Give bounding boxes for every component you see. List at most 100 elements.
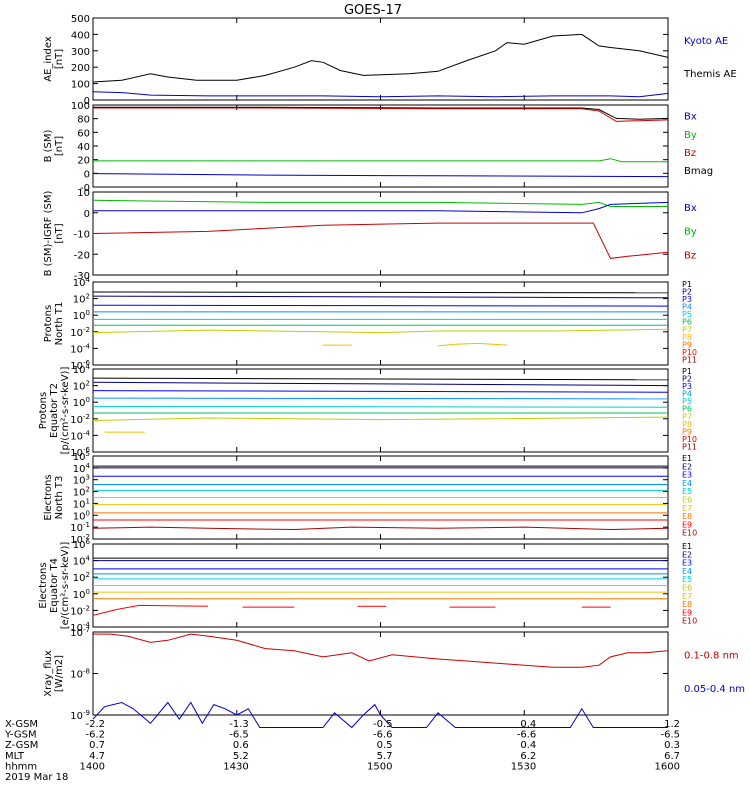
- legend-p6: P6: [682, 318, 692, 327]
- panel-3: -30 -20 -10 0 10 B (SM)-IGRF (SM)[nT] Bx By Bz: [43, 188, 697, 282]
- y-axis-label: ProtonsNorth T1: [43, 302, 65, 346]
- legend-e3: E3: [682, 471, 692, 480]
- y-tick-label: 100: [73, 396, 90, 409]
- series-p5: [92, 405, 669, 408]
- axis-row-value: 0.3: [664, 740, 680, 751]
- legend-p2: P2: [682, 375, 692, 384]
- legend-bz: Bz: [684, 250, 696, 261]
- y-axis-label: B (SM)-IGRF (SM)[nT]: [43, 191, 65, 277]
- legend-e4: E4: [682, 567, 692, 576]
- legend-p9: P9: [682, 427, 692, 436]
- plot-title: GOES-17: [344, 3, 402, 18]
- y-tick-label: 60: [77, 128, 90, 139]
- y-tick-label: 100: [71, 101, 90, 112]
- y-tick-label: 10-2: [70, 604, 90, 617]
- series-by: [93, 158, 668, 163]
- y-axis-label: ElectronsEquator T4[e/(cm²-s-sr-keV)]: [38, 542, 71, 630]
- legend-by: By: [684, 130, 697, 141]
- legend-p6: P6: [682, 405, 692, 414]
- panel-frame: [92, 631, 669, 716]
- y-tick-label: -20: [74, 250, 90, 261]
- legend-kyoto-ae: Kyoto AE: [684, 36, 728, 47]
- legend-e9: E9: [682, 608, 692, 617]
- legend-e6: E6: [682, 584, 692, 593]
- axis-row-value: 1600: [655, 761, 680, 772]
- legend-themis-ae: Themis AE: [683, 69, 737, 80]
- y-tick-label: 10: [77, 188, 90, 199]
- y-tick-label: 0: [84, 209, 90, 220]
- legend-p2: P2: [682, 288, 692, 297]
- y-tick-label: 102: [73, 571, 90, 584]
- axis-row-value: 0.5: [377, 740, 393, 751]
- legend-e1: E1: [682, 542, 692, 551]
- axis-row-value: 5.2: [233, 751, 249, 762]
- axis-row-value: 1530: [511, 761, 536, 772]
- axis-row-value: 0.4: [520, 740, 536, 751]
- y-tick-label: -30: [74, 271, 90, 282]
- series-p3: [92, 390, 669, 393]
- legend-0-05-0-4-nm: 0.05-0.4 nm: [684, 684, 745, 695]
- axis-row-value: 1500: [367, 761, 392, 772]
- y-tick-label: 106: [73, 538, 91, 551]
- legend-bx: Bx: [684, 203, 697, 214]
- legend-e5: E5: [682, 575, 692, 584]
- legend-p3: P3: [682, 382, 692, 391]
- axis-row-value: 1430: [223, 761, 248, 772]
- legend-e10: E10: [682, 617, 697, 626]
- legend-p4: P4: [682, 390, 692, 399]
- legend-e8: E8: [682, 600, 692, 609]
- axis-row-value: -6.6: [373, 730, 393, 741]
- legend-e1: E1: [682, 454, 692, 463]
- panel-6: 10-210-1100101102103104105ElectronsNorth…: [43, 450, 697, 546]
- y-axis-label: Xray_flux[W/m2]: [43, 650, 65, 697]
- panel-2: -0 0 20 40 60 80 100 B (SM)[nT] Bx By Bz Bmag: [43, 101, 713, 194]
- legend-e2: E2: [682, 550, 692, 559]
- series-p1: [92, 377, 669, 381]
- legend-p5: P5: [682, 310, 692, 319]
- axis-row-value: -0.5: [373, 719, 393, 730]
- legend-e4: E4: [682, 479, 692, 488]
- legend-e2: E2: [682, 462, 692, 471]
- y-tick-label: 300: [71, 47, 90, 58]
- legend-e3: E3: [682, 559, 692, 568]
- y-tick-label: 500: [71, 14, 90, 25]
- y-tick-label: 100: [73, 588, 90, 601]
- series-p1: [92, 291, 669, 294]
- y-tick-label: 10-4: [70, 342, 90, 355]
- series-0-1-0-8-nm: [93, 633, 669, 668]
- panel-1: 0 100 200 300 400 500 AE_index[nT] Kyoto AE Them…: [43, 14, 737, 107]
- y-tick-label: 0: [84, 169, 90, 180]
- legend-e9: E9: [682, 520, 692, 529]
- y-tick-label: 10-7: [70, 626, 90, 639]
- y-tick-label: 102: [73, 380, 90, 393]
- legend-p8: P8: [682, 420, 692, 429]
- legend-0-1-0-8-nm: 0.1-0.8 nm: [684, 651, 739, 662]
- y-tick-label: 40: [77, 142, 90, 153]
- y-tick-label: 104: [73, 276, 91, 289]
- series-p7: [92, 328, 669, 334]
- panel-frame: [92, 368, 669, 453]
- y-axis-label: AE_index[nT]: [43, 36, 65, 82]
- axis-row-label: hhmm: [5, 761, 37, 772]
- y-tick-label: 0: [84, 96, 90, 107]
- y-axis-label: ElectronsNorth T3: [43, 474, 65, 520]
- y-tick-label: 80: [77, 115, 90, 126]
- axis-row-value: -6.5: [229, 730, 249, 741]
- legend-p5: P5: [682, 397, 692, 406]
- panel-frame: [92, 17, 669, 101]
- y-tick-label: 20: [77, 156, 90, 167]
- legend-bx: Bx: [684, 112, 697, 123]
- series-p3: [92, 304, 669, 307]
- legend-p11: P11: [682, 442, 697, 451]
- legend-e7: E7: [682, 592, 692, 601]
- y-tick-label: -10: [74, 230, 90, 241]
- series-bz: [93, 107, 669, 122]
- legend-p10: P10: [682, 435, 697, 444]
- y-tick-label: 100: [73, 309, 90, 322]
- series-p4: [92, 397, 669, 400]
